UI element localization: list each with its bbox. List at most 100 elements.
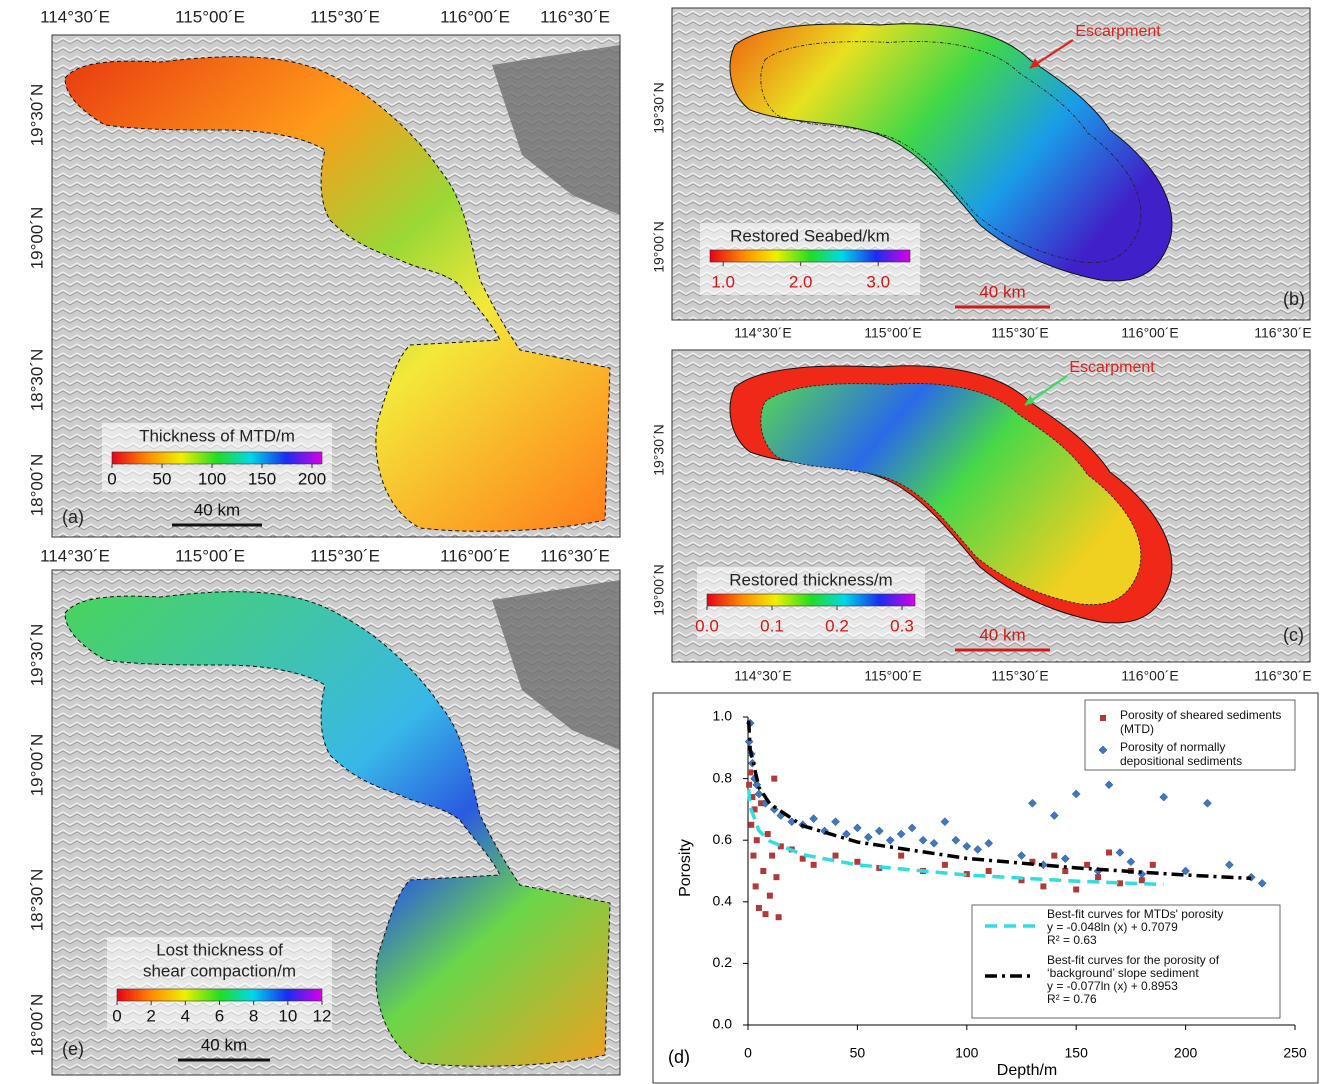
data-point: [750, 853, 756, 859]
data-point: [773, 874, 779, 880]
fit-legend-entry: Best-fit curves for MTDs' porosityy = -0…: [1047, 908, 1275, 947]
data-point: [1073, 886, 1079, 892]
x-axis-title: Depth/m: [997, 1062, 1057, 1079]
colorbar-tick-label: 12: [313, 1006, 332, 1025]
fit-legend-r-squared: R² = 0.76: [1047, 993, 1275, 1006]
figure: 114°30´E 115°00´E 115°30´E 116°00´E 116°30´E…: [0, 0, 1328, 1084]
scale-bar-label: 40 km: [979, 282, 1025, 301]
colorbar-title: Thickness of MTD/m: [139, 426, 295, 445]
colorbar-tick-label: 2: [146, 1006, 155, 1025]
fit-legend-name: Best-fit curves for the porosity of ‘bac…: [1047, 954, 1275, 980]
data-point: [942, 862, 948, 868]
data-point: [771, 776, 777, 782]
lon-label: 114°30´E: [734, 325, 792, 341]
data-point: [1150, 862, 1156, 868]
panel-label: (c): [1283, 625, 1304, 645]
panel-label: (d): [668, 1047, 690, 1067]
data-point: [854, 859, 860, 865]
lat-label: 18°30´N: [27, 349, 46, 412]
panel-label: (b): [1283, 289, 1305, 309]
legend-label: Porosity of sheared sediments (MTD): [1120, 708, 1285, 736]
data-point: [754, 837, 760, 843]
y-tick-label: 0.4: [713, 893, 733, 909]
data-point: [756, 905, 762, 911]
lon-label: 115°30´E: [310, 546, 380, 565]
lon-label: 116°30´E: [1254, 325, 1312, 341]
data-point: [763, 911, 769, 917]
lon-label: 116°30´E: [540, 546, 610, 565]
colorbar-tick-label: 8: [249, 1006, 258, 1025]
lon-label: 114°30´E: [734, 668, 792, 684]
lat-label: 18°00´N: [27, 994, 46, 1057]
data-point: [760, 868, 766, 874]
panel-label: (a): [62, 507, 84, 527]
lon-label: 115°30´E: [310, 7, 380, 26]
escarpment-label: Escarpment: [1069, 359, 1155, 376]
data-point: [898, 853, 904, 859]
data-point: [833, 853, 839, 859]
colorbar-tick-label: 0.1: [760, 616, 784, 635]
colorbar-tick-label: 4: [181, 1006, 190, 1025]
scale-bar-label: 40 km: [201, 1035, 247, 1054]
colorbar-tick-label: 100: [198, 469, 226, 488]
data-point: [1084, 862, 1090, 868]
escarpment-label: Escarpment: [1075, 23, 1161, 40]
y-tick-label: 0.6: [713, 831, 733, 847]
lon-label: 115°00´E: [175, 7, 245, 26]
colorbar-tick-label: 50: [153, 469, 172, 488]
colorbar-tick-label: 10: [278, 1006, 297, 1025]
lat-label: 19°00´N: [651, 564, 667, 616]
lat-label: 19°00´N: [27, 207, 46, 270]
y-tick-label: 0.8: [713, 769, 733, 785]
lat-label: 19°00´N: [651, 221, 667, 273]
lon-label: 114°30´E: [40, 546, 110, 565]
map-panel: 114°30´E115°00´E115°30´E116°00´E116°30´E…: [27, 546, 620, 1075]
colorbar-title: Restored thickness/m: [729, 570, 892, 589]
lon-label: 115°30´E: [991, 668, 1049, 684]
colorbar: [117, 989, 322, 1001]
x-tick-label: 0: [744, 1045, 752, 1061]
data-point: [986, 868, 992, 874]
lon-label: 115°00´E: [175, 546, 245, 565]
colorbar: [707, 594, 915, 606]
x-tick-label: 100: [955, 1045, 979, 1061]
fit-legend-r-squared: R² = 0.63: [1047, 934, 1275, 947]
colorbar-tick-label: 150: [248, 469, 276, 488]
colorbar-tick-label: 0.0: [695, 616, 719, 635]
x-tick-label: 50: [850, 1045, 866, 1061]
data-point: [765, 831, 771, 837]
y-tick-label: 0.0: [713, 1016, 733, 1032]
data-point: [746, 782, 752, 788]
lon-label: 115°00´E: [864, 668, 922, 684]
x-tick-label: 250: [1283, 1045, 1307, 1061]
lat-label: 19°30´N: [651, 424, 667, 476]
scale-bar-label: 40 km: [979, 625, 1025, 644]
data-point: [753, 883, 759, 889]
data-point: [1106, 850, 1112, 856]
y-tick-label: 0.2: [713, 954, 733, 970]
colorbar-tick-label: 0: [112, 1006, 121, 1025]
colorbar-title: Lost thickness of: [156, 940, 283, 959]
colorbar-tick-label: 0: [107, 469, 116, 488]
colorbar-tick-label: 0.3: [890, 616, 914, 635]
y-axis-title: Porosity: [677, 839, 694, 897]
colorbar-tick-label: 6: [215, 1006, 224, 1025]
fit-legend-entry: Best-fit curves for the porosity of ‘bac…: [1047, 954, 1275, 1006]
colorbar: [112, 452, 322, 464]
colorbar-tick-label: 1.0: [711, 272, 735, 291]
lat-label: 18°00´N: [27, 454, 46, 517]
lat-label: 19°00´N: [27, 734, 46, 797]
colorbar-title: shear compaction/m: [143, 961, 296, 980]
data-point: [767, 893, 773, 899]
lon-label: 115°30´E: [991, 325, 1049, 341]
data-point: [748, 822, 754, 828]
colorbar: [710, 250, 910, 262]
colorbar-tick-label: 3.0: [866, 272, 890, 291]
data-point: [1051, 853, 1057, 859]
x-tick-label: 150: [1065, 1045, 1089, 1061]
lon-label: 115°00´E: [864, 325, 922, 341]
data-point: [1062, 868, 1068, 874]
lon-label: 116°00´E: [1121, 668, 1179, 684]
